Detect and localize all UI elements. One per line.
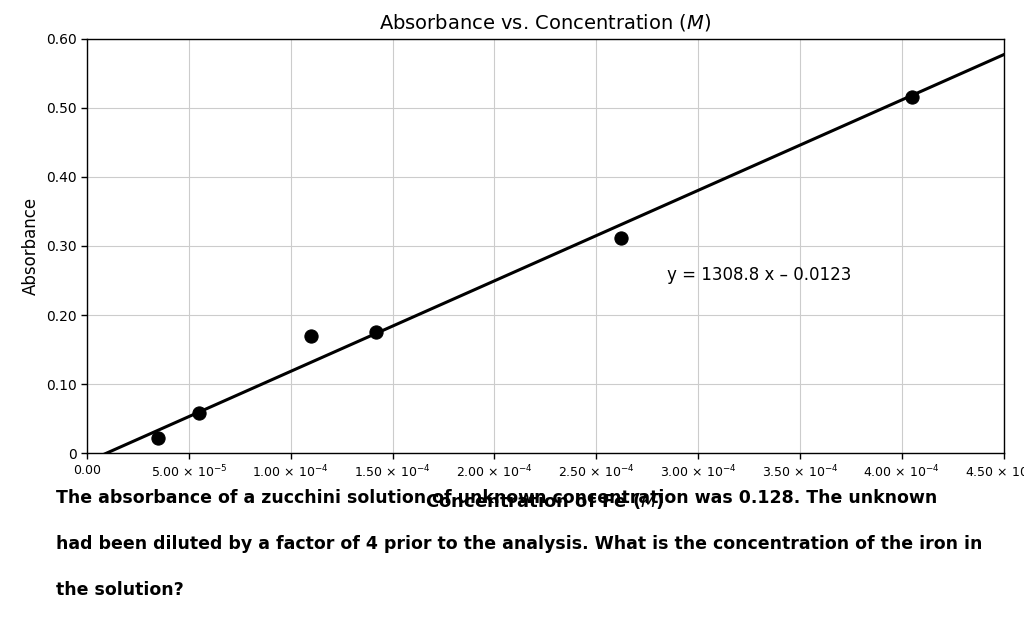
Point — [903, 92, 920, 102]
Point — [190, 408, 207, 419]
Point — [368, 327, 384, 338]
Text: y = 1308.8 x – 0.0123: y = 1308.8 x – 0.0123 — [668, 266, 852, 284]
X-axis label: Concentration of Fe ($\mathit{M}$): Concentration of Fe ($\mathit{M}$) — [425, 491, 666, 511]
Point — [151, 433, 167, 443]
Text: the solution?: the solution? — [56, 581, 184, 599]
Text: The absorbance of a zucchini solution of unknown concentration was 0.128. The un: The absorbance of a zucchini solution of… — [56, 489, 938, 507]
Point — [612, 233, 629, 244]
Title: Absorbance vs. Concentration ($\mathit{M}$): Absorbance vs. Concentration ($\mathit{M… — [379, 12, 712, 33]
Text: had been diluted by a factor of 4 prior to the analysis. What is the concentrati: had been diluted by a factor of 4 prior … — [56, 535, 983, 553]
Point — [303, 331, 319, 341]
Y-axis label: Absorbance: Absorbance — [23, 197, 40, 295]
